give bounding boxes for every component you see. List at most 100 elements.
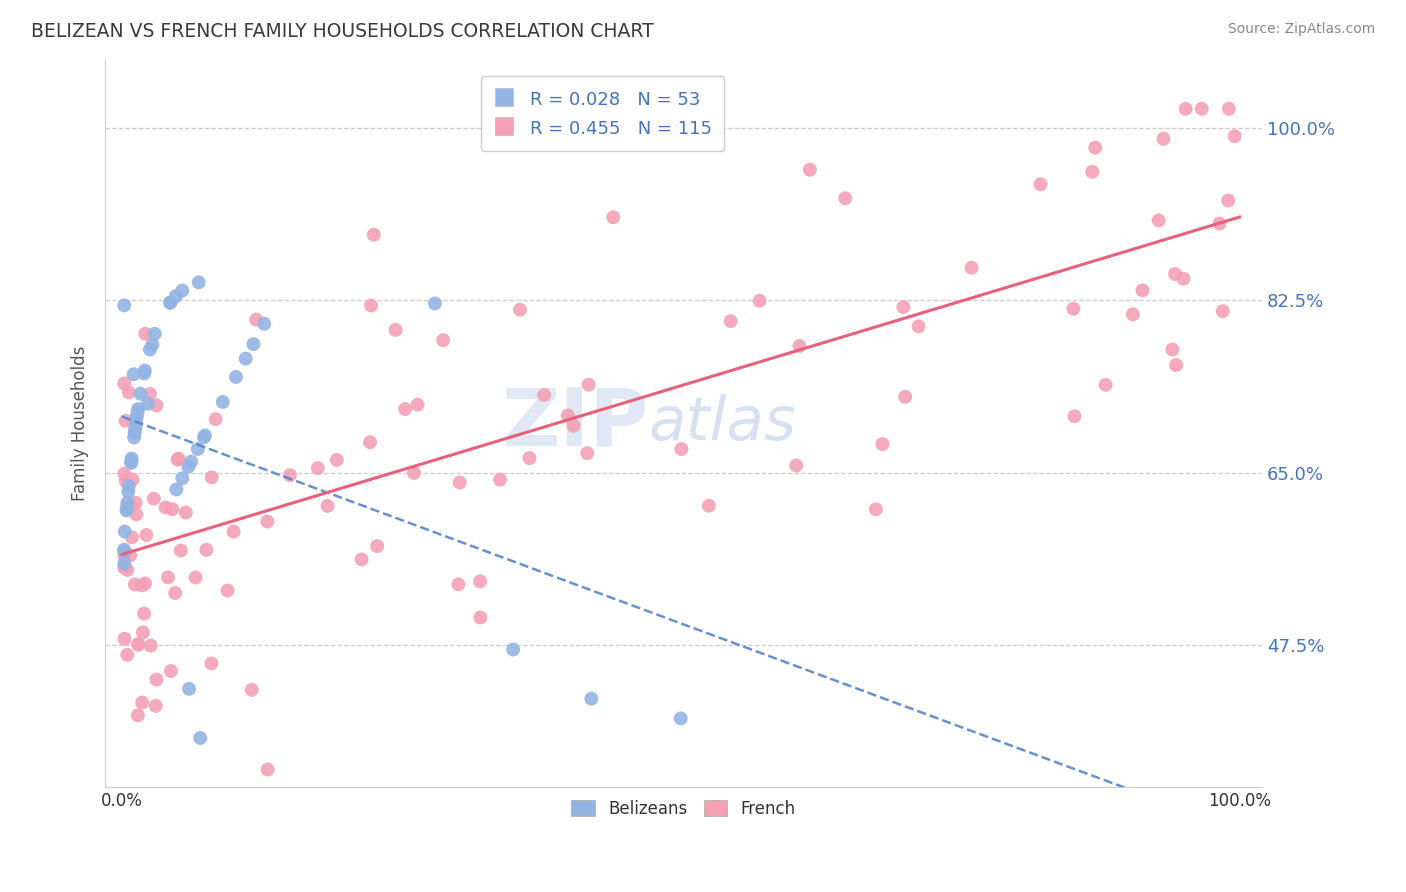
Point [366, 539, 388, 553]
Point [121, 473, 143, 487]
Point [115, 500, 138, 515]
Point [519, 451, 541, 466]
Point [1174, 102, 1197, 116]
Point [211, 395, 233, 409]
Point [174, 506, 197, 520]
Point [127, 405, 149, 419]
Point [145, 673, 167, 687]
Point [671, 442, 693, 456]
Point [576, 446, 599, 460]
Point [894, 390, 917, 404]
Point [122, 430, 145, 444]
Point [115, 648, 138, 662]
Point [172, 284, 194, 298]
Point [907, 319, 929, 334]
Point [112, 298, 135, 312]
Point [789, 339, 811, 353]
Text: Source: ZipAtlas.com: Source: ZipAtlas.com [1227, 22, 1375, 37]
Point [121, 530, 143, 544]
Point [1153, 132, 1175, 146]
Point [872, 437, 894, 451]
Point [170, 543, 193, 558]
Point [120, 456, 142, 470]
Point [160, 664, 183, 678]
Point [1208, 217, 1230, 231]
Point [557, 409, 579, 423]
Point [1164, 267, 1187, 281]
Point [240, 682, 263, 697]
Point [1218, 194, 1240, 208]
Point [1147, 213, 1170, 227]
Point [1081, 165, 1104, 179]
Point [114, 549, 136, 563]
Point [256, 515, 278, 529]
Point [470, 610, 492, 624]
Point [115, 496, 138, 510]
Point [118, 385, 141, 400]
Point [502, 642, 524, 657]
Point [562, 418, 585, 433]
Point [834, 191, 856, 205]
Point [134, 363, 156, 377]
Point [222, 524, 245, 539]
Point [167, 451, 190, 466]
Point [121, 451, 143, 466]
Point [139, 343, 162, 357]
Point [720, 314, 742, 328]
Point [127, 638, 149, 652]
Point [127, 708, 149, 723]
Point [1212, 304, 1234, 318]
Point [112, 560, 135, 574]
Point [112, 467, 135, 481]
Point [1173, 271, 1195, 285]
Point [165, 289, 187, 303]
Text: BELIZEAN VS FRENCH FAMILY HOUSEHOLDS CORRELATION CHART: BELIZEAN VS FRENCH FAMILY HOUSEHOLDS COR… [31, 22, 654, 41]
Point [122, 368, 145, 382]
Point [1161, 343, 1184, 357]
Point [799, 162, 821, 177]
Point [112, 376, 135, 391]
Point [384, 323, 406, 337]
Point [129, 386, 152, 401]
Point [125, 409, 148, 424]
Point [1029, 178, 1052, 192]
Point [359, 435, 381, 450]
Point [124, 577, 146, 591]
Point [134, 326, 156, 341]
Point [141, 337, 163, 351]
Point [124, 425, 146, 440]
Point [316, 499, 339, 513]
Point [142, 491, 165, 506]
Point [960, 260, 983, 275]
Point [225, 370, 247, 384]
Point [139, 387, 162, 401]
Point [1122, 307, 1144, 321]
Point [127, 637, 149, 651]
Point [125, 416, 148, 430]
Point [160, 502, 183, 516]
Point [131, 696, 153, 710]
Point [509, 302, 531, 317]
Point [326, 453, 349, 467]
Point [194, 428, 217, 442]
Point [748, 293, 770, 308]
Point [893, 300, 915, 314]
Point [432, 333, 454, 347]
Point [363, 227, 385, 242]
Point [201, 470, 224, 484]
Point [402, 466, 425, 480]
Point [124, 423, 146, 437]
Point [134, 367, 156, 381]
Point [177, 681, 200, 696]
Point [112, 544, 135, 558]
Point [200, 657, 222, 671]
Point [697, 499, 720, 513]
Point [114, 632, 136, 646]
Point [406, 398, 429, 412]
Point [360, 299, 382, 313]
Point [117, 484, 139, 499]
Point [578, 377, 600, 392]
Point [1132, 284, 1154, 298]
Point [1218, 102, 1240, 116]
Point [180, 455, 202, 469]
